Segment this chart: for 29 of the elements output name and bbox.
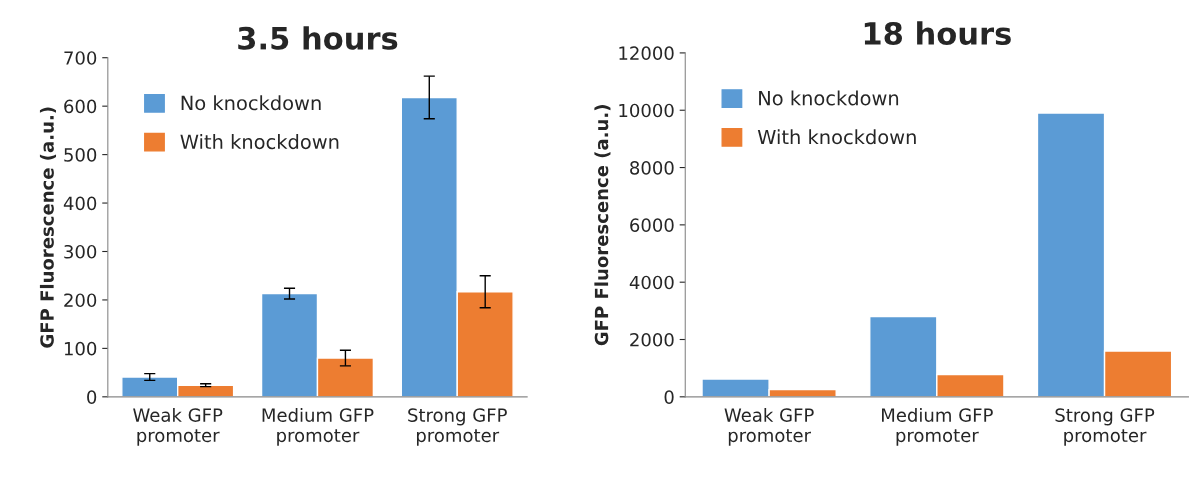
y-tick-label: 400 (63, 196, 97, 211)
y-axis-title: GFP Fluorescence (a.u.) (39, 107, 57, 348)
y-tick-label: 4000 (629, 275, 674, 290)
y-axis-title: GFP Fluorescence (a.u.) (594, 105, 611, 346)
chart-title: 3.5 hours (238, 26, 398, 50)
legend-label: With knockdown (757, 129, 916, 145)
legend-label: No knockdown (181, 95, 321, 111)
x-tick-label: Weak GFP promoter (133, 407, 223, 446)
x-tick-label: Weak GFP promoter (724, 407, 814, 446)
y-tick-label: 300 (64, 244, 97, 259)
y-tick-label: 0 (87, 390, 97, 404)
x-tick-label: Medium GFP promoter (262, 407, 374, 446)
y-tick-label: 12000 (619, 46, 674, 61)
y-tick-label: 600 (64, 99, 97, 114)
legend-label: With knockdown (180, 134, 339, 150)
x-tick-label: Medium GFP promoter (882, 407, 993, 446)
x-tick-label: Strong GFP promoter (1055, 408, 1155, 446)
y-tick-label: 8000 (630, 161, 674, 175)
y-tick-label: 6000 (630, 218, 674, 232)
y-tick-label: 10000 (619, 103, 674, 118)
chart-title: 18 hours (864, 21, 1011, 46)
y-tick-label: 200 (64, 293, 97, 308)
legend-label: No knockdown (759, 90, 899, 106)
y-tick-label: 0 (664, 390, 674, 404)
y-tick-label: 2000 (630, 332, 674, 347)
y-tick-label: 100 (64, 341, 97, 356)
y-tick-label: 700 (64, 51, 97, 65)
y-tick-label: 500 (64, 148, 97, 162)
x-tick-label: Strong GFP promoter (408, 408, 507, 446)
